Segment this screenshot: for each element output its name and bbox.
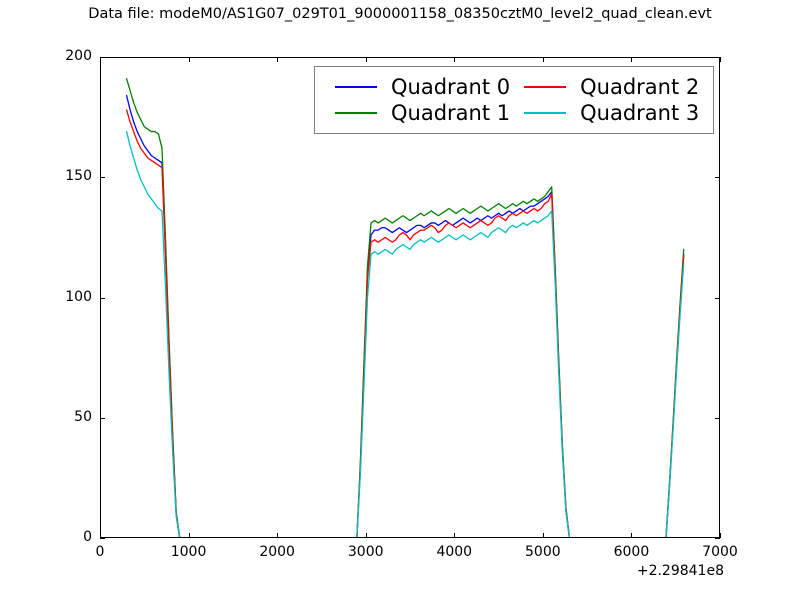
legend-label-quadrant-2: Quadrant 2 — [580, 75, 700, 99]
y-tick-mark — [100, 177, 105, 178]
y-tick-mark-right — [715, 57, 720, 58]
x-tick-mark — [366, 533, 367, 538]
legend-swatch-cell-3 — [514, 100, 576, 126]
x-tick-mark-top — [543, 57, 544, 62]
series-line-quadrant-3 — [125, 130, 685, 538]
x-tick-label: 2000 — [259, 544, 295, 560]
legend-swatch-cell-1 — [325, 100, 387, 126]
x-tick-mark — [277, 533, 278, 538]
x-tick-label: 7000 — [702, 544, 738, 560]
y-tick-label: 100 — [65, 288, 92, 305]
y-tick-label: 150 — [65, 168, 92, 185]
y-tick-mark-right — [715, 177, 720, 178]
x-tick-mark-top — [189, 57, 190, 62]
y-tick-label: 50 — [74, 408, 92, 425]
x-tick-mark-top — [366, 57, 367, 62]
legend-row: Quadrant 1 Quadrant 3 — [325, 100, 703, 126]
legend-line-swatch-quadrant-3 — [524, 112, 567, 114]
y-tick-mark-right — [715, 418, 720, 419]
x-tick-mark — [454, 533, 455, 538]
x-tick-mark-top — [100, 57, 101, 62]
legend-label-quadrant-1: Quadrant 1 — [391, 101, 511, 125]
y-tick-mark-right — [715, 538, 720, 539]
x-tick-label: 6000 — [613, 544, 650, 560]
legend-swatch-cell-0 — [325, 74, 387, 100]
x-tick-mark — [100, 533, 101, 538]
x-tick-mark — [543, 533, 544, 538]
x-tick-label: 3000 — [347, 544, 384, 560]
x-tick-mark — [720, 533, 721, 538]
x-tick-label: 0 — [95, 544, 105, 560]
legend-table: Quadrant 0 Quadrant 2 Quadrant 1 Quadran… — [325, 74, 703, 126]
x-tick-mark-top — [277, 57, 278, 62]
x-axis-offset-label: +2.29841e8 — [636, 563, 724, 579]
x-tick-mark-top — [720, 57, 721, 62]
data-series-layer — [125, 77, 685, 538]
legend-line-swatch-quadrant-0 — [335, 86, 377, 88]
legend-row: Quadrant 0 Quadrant 2 — [325, 74, 703, 100]
legend-line-swatch-quadrant-1 — [335, 112, 377, 114]
legend-swatch-cell-2 — [514, 74, 576, 100]
page-title: Data file: modeM0/AS1G07_029T01_90000011… — [88, 6, 712, 22]
y-tick-mark — [100, 538, 105, 539]
series-line-quadrant-1 — [125, 77, 685, 538]
y-tick-mark — [100, 298, 105, 299]
x-tick-label: 4000 — [436, 544, 473, 560]
x-tick-mark — [631, 533, 632, 538]
x-tick-mark-top — [631, 57, 632, 62]
series-line-quadrant-2 — [125, 109, 685, 538]
legend: Quadrant 0 Quadrant 2 Quadrant 1 Quadran… — [314, 66, 715, 134]
x-tick-label: 5000 — [525, 544, 561, 560]
legend-label-quadrant-3: Quadrant 3 — [580, 101, 700, 125]
series-line-quadrant-0 — [125, 94, 685, 538]
legend-label-quadrant-0: Quadrant 0 — [391, 75, 511, 99]
y-tick-label: 0 — [83, 529, 92, 545]
y-tick-mark — [100, 57, 105, 58]
x-tick-mark — [189, 533, 190, 538]
y-tick-mark — [100, 418, 105, 419]
x-tick-label: 1000 — [170, 544, 207, 560]
x-tick-mark-top — [454, 57, 455, 62]
y-tick-label: 200 — [65, 48, 92, 64]
y-tick-mark-right — [715, 298, 720, 299]
legend-line-swatch-quadrant-2 — [524, 86, 567, 88]
